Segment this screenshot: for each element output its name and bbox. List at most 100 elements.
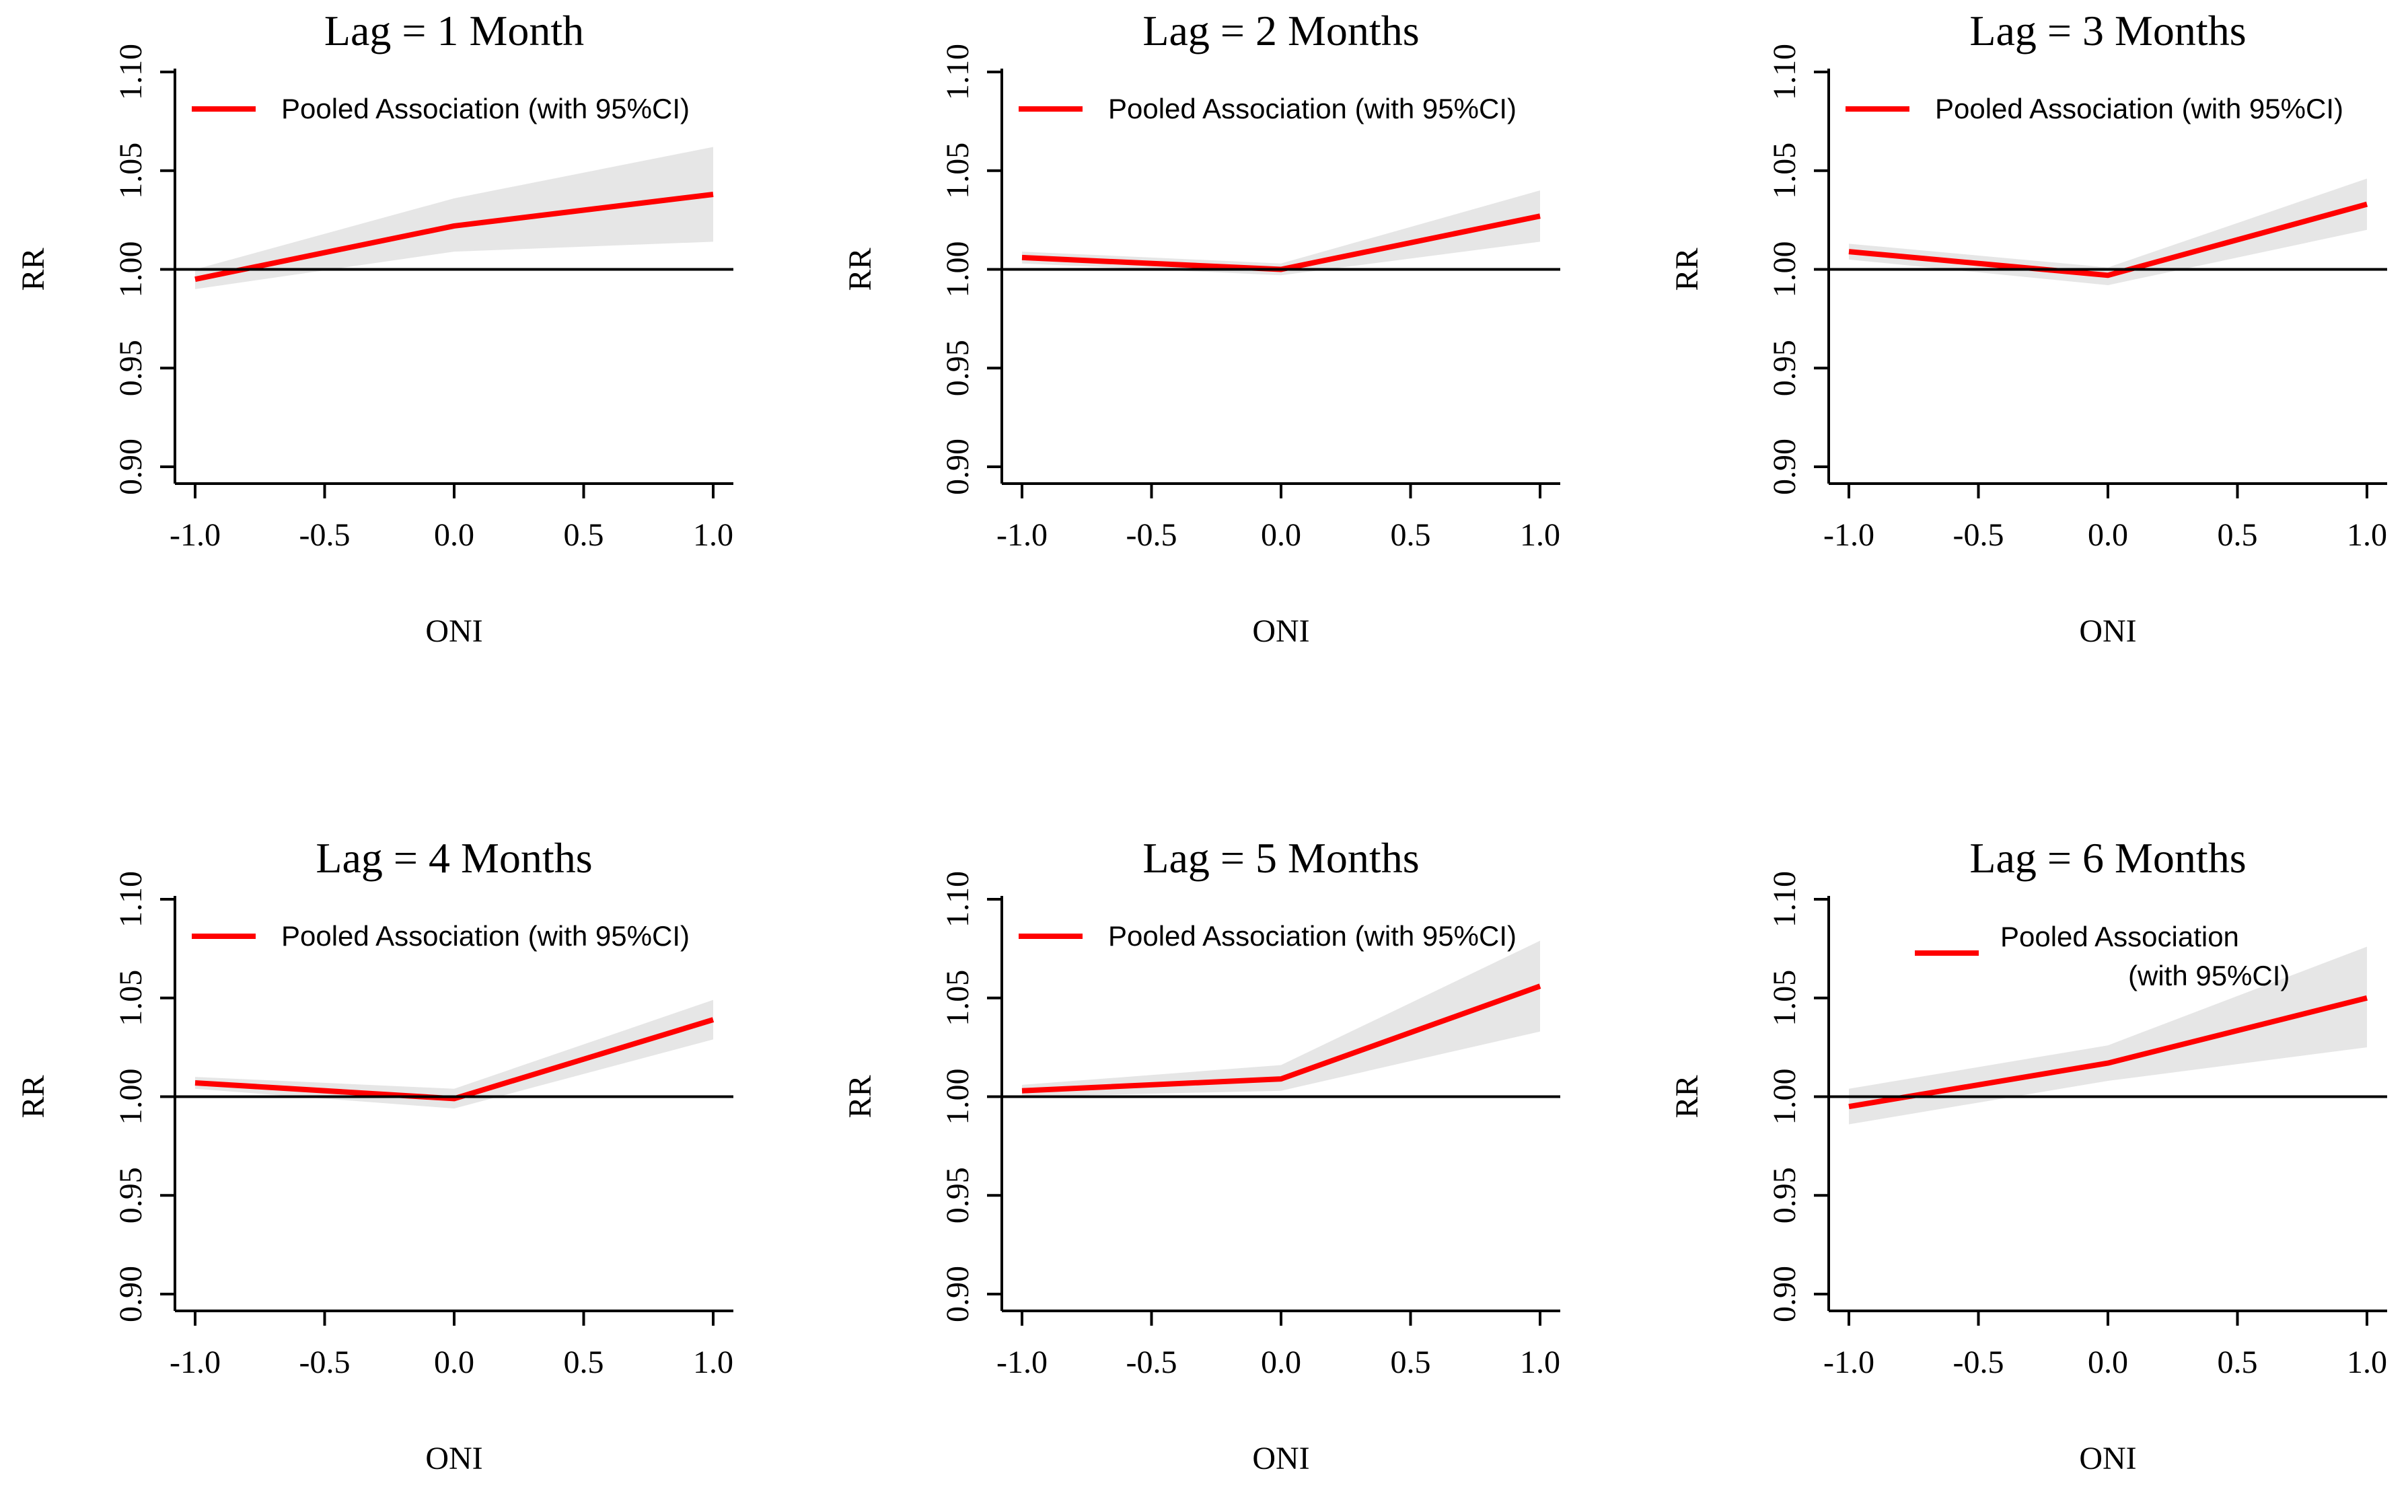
- y-axis-label: RR: [1669, 1075, 1705, 1118]
- y-tick-label: 0.95: [940, 340, 976, 396]
- panel-title: Lag = 4 Months: [316, 834, 592, 882]
- legend: Pooled Association (with 95%CI): [1846, 93, 2343, 124]
- x-tick-label: 0.0: [2088, 1345, 2128, 1380]
- x-tick-label: 1.0: [2347, 1345, 2387, 1380]
- y-tick-label: 1.00: [113, 1069, 149, 1125]
- x-tick-label: -0.5: [1953, 1345, 2004, 1380]
- x-axis-label: ONI: [2079, 613, 2136, 649]
- ci-band: [1022, 190, 1540, 276]
- x-tick-label: -0.5: [1126, 1345, 1177, 1380]
- x-tick-label: -0.5: [299, 1345, 351, 1380]
- x-tick-label: -1.0: [170, 517, 221, 553]
- y-tick-label: 0.90: [1767, 439, 1802, 495]
- y-tick-label: 1.00: [1767, 1069, 1802, 1125]
- y-tick-label: 0.95: [940, 1167, 976, 1223]
- legend-label: Pooled Association (with 95%CI): [1108, 93, 1517, 124]
- x-tick-label: 1.0: [1520, 517, 1560, 553]
- x-tick-label: -0.5: [1126, 517, 1177, 553]
- y-tick-label: 1.00: [940, 1069, 976, 1125]
- x-tick-label: 0.5: [2218, 1345, 2258, 1380]
- ci-band: [1849, 946, 2367, 1125]
- y-tick-label: 1.05: [940, 970, 976, 1026]
- y-tick-label: 1.00: [1767, 241, 1802, 298]
- panel-4: Lag = 4 Months -1.0 -0.5 0.0 0.5 1.0 0.90 0.95 1…: [15, 834, 733, 1476]
- panel-6: Lag = 6 Months -1.0 -0.5 0.0 0.5 1.0 0.90 0.95 1…: [1669, 834, 2387, 1476]
- x-tick-label: -0.5: [1953, 517, 2004, 553]
- x-tick-label: 0.5: [1391, 517, 1431, 553]
- y-tick-label: 0.90: [113, 1266, 149, 1322]
- y-tick-label: 0.90: [1767, 1266, 1802, 1322]
- x-tick-label: 1.0: [693, 1345, 733, 1380]
- x-tick-label: -1.0: [1823, 1345, 1874, 1380]
- x-tick-label: 1.0: [2347, 517, 2387, 553]
- y-tick-label: 0.90: [113, 439, 149, 495]
- legend-label: Pooled Association (with 95%CI): [281, 93, 690, 124]
- x-tick-label: -0.5: [299, 517, 351, 553]
- x-tick-label: 0.5: [2218, 517, 2258, 553]
- y-tick-label: 1.10: [1767, 44, 1802, 100]
- y-tick-label: 0.95: [1767, 1167, 1802, 1223]
- ci-band: [1849, 178, 2367, 285]
- x-axis-label: ONI: [1252, 1441, 1309, 1476]
- legend: Pooled Association (with 95%CI): [1019, 93, 1517, 124]
- ci-band: [195, 999, 713, 1109]
- panel-1: Lag = 1 Month -1.0 -0.5 0.0 0.5 1.0 0.90 0.95 1.…: [15, 7, 733, 649]
- ci-band: [1022, 940, 1540, 1097]
- y-tick-label: 0.95: [113, 1167, 149, 1223]
- x-axis-label: ONI: [425, 1441, 482, 1476]
- x-tick-label: -1.0: [996, 517, 1048, 553]
- y-tick-label: 1.10: [940, 44, 976, 100]
- y-tick-label: 1.05: [1767, 970, 1802, 1026]
- panel-3: Lag = 3 Months -1.0 -0.5 0.0 0.5 1.0 0.90 0.95 1…: [1669, 7, 2387, 649]
- legend-label: Pooled Association: [2000, 921, 2239, 952]
- x-tick-label: 0.5: [564, 517, 604, 553]
- y-axis-label: RR: [15, 248, 51, 291]
- panel-5: Lag = 5 Months -1.0 -0.5 0.0 0.5 1.0 0.90 0.95 1…: [842, 834, 1560, 1476]
- y-tick-label: 1.10: [1767, 871, 1802, 928]
- x-tick-label: -1.0: [170, 1345, 221, 1380]
- panel-title: Lag = 2 Months: [1142, 7, 1419, 54]
- y-tick-label: 1.05: [113, 143, 149, 199]
- legend-label: Pooled Association (with 95%CI): [281, 920, 690, 952]
- x-tick-label: 0.0: [1261, 1345, 1301, 1380]
- y-tick-label: 1.00: [113, 241, 149, 298]
- y-tick-label: 1.10: [113, 871, 149, 928]
- legend-label: (with 95%CI): [2128, 960, 2290, 991]
- x-axis-label: ONI: [425, 613, 482, 649]
- y-tick-label: 0.95: [113, 340, 149, 396]
- legend: Pooled Association (with 95%CI): [1019, 920, 1517, 952]
- x-tick-label: 1.0: [1520, 1345, 1560, 1380]
- x-tick-label: 1.0: [693, 517, 733, 553]
- legend-label: Pooled Association (with 95%CI): [1935, 93, 2343, 124]
- x-tick-label: 0.0: [2088, 517, 2128, 553]
- y-tick-label: 1.10: [940, 871, 976, 928]
- x-tick-label: 0.0: [434, 1345, 474, 1380]
- x-tick-label: -1.0: [1823, 517, 1874, 553]
- x-tick-label: 0.5: [564, 1345, 604, 1380]
- y-axis-label: RR: [15, 1075, 51, 1118]
- legend-label: Pooled Association (with 95%CI): [1108, 920, 1517, 952]
- y-tick-label: 1.00: [940, 241, 976, 298]
- legend: Pooled Association (with 95%CI): [192, 93, 690, 124]
- panel-2: Lag = 2 Months -1.0 -0.5 0.0 0.5 1.0 0.90 0.95 1…: [842, 7, 1560, 649]
- x-axis-label: ONI: [2079, 1441, 2136, 1476]
- panel-title: Lag = 1 Month: [324, 7, 584, 54]
- y-tick-label: 1.05: [1767, 143, 1802, 199]
- ci-band: [195, 147, 713, 289]
- y-tick-label: 0.90: [940, 1266, 976, 1322]
- panel-title: Lag = 3 Months: [1969, 7, 2246, 54]
- y-axis-label: RR: [1669, 248, 1705, 291]
- legend: Pooled Association (with 95%CI): [1915, 921, 2290, 991]
- y-axis-label: RR: [842, 1075, 878, 1118]
- y-axis-label: RR: [842, 248, 878, 291]
- x-tick-label: -1.0: [996, 1345, 1048, 1380]
- legend: Pooled Association (with 95%CI): [192, 920, 690, 952]
- panel-title: Lag = 5 Months: [1142, 834, 1419, 882]
- y-tick-label: 1.10: [113, 44, 149, 100]
- y-tick-label: 0.90: [940, 439, 976, 495]
- y-tick-label: 1.05: [113, 970, 149, 1026]
- x-tick-label: 0.0: [434, 517, 474, 553]
- y-tick-label: 0.95: [1767, 340, 1802, 396]
- x-tick-label: 0.5: [1391, 1345, 1431, 1380]
